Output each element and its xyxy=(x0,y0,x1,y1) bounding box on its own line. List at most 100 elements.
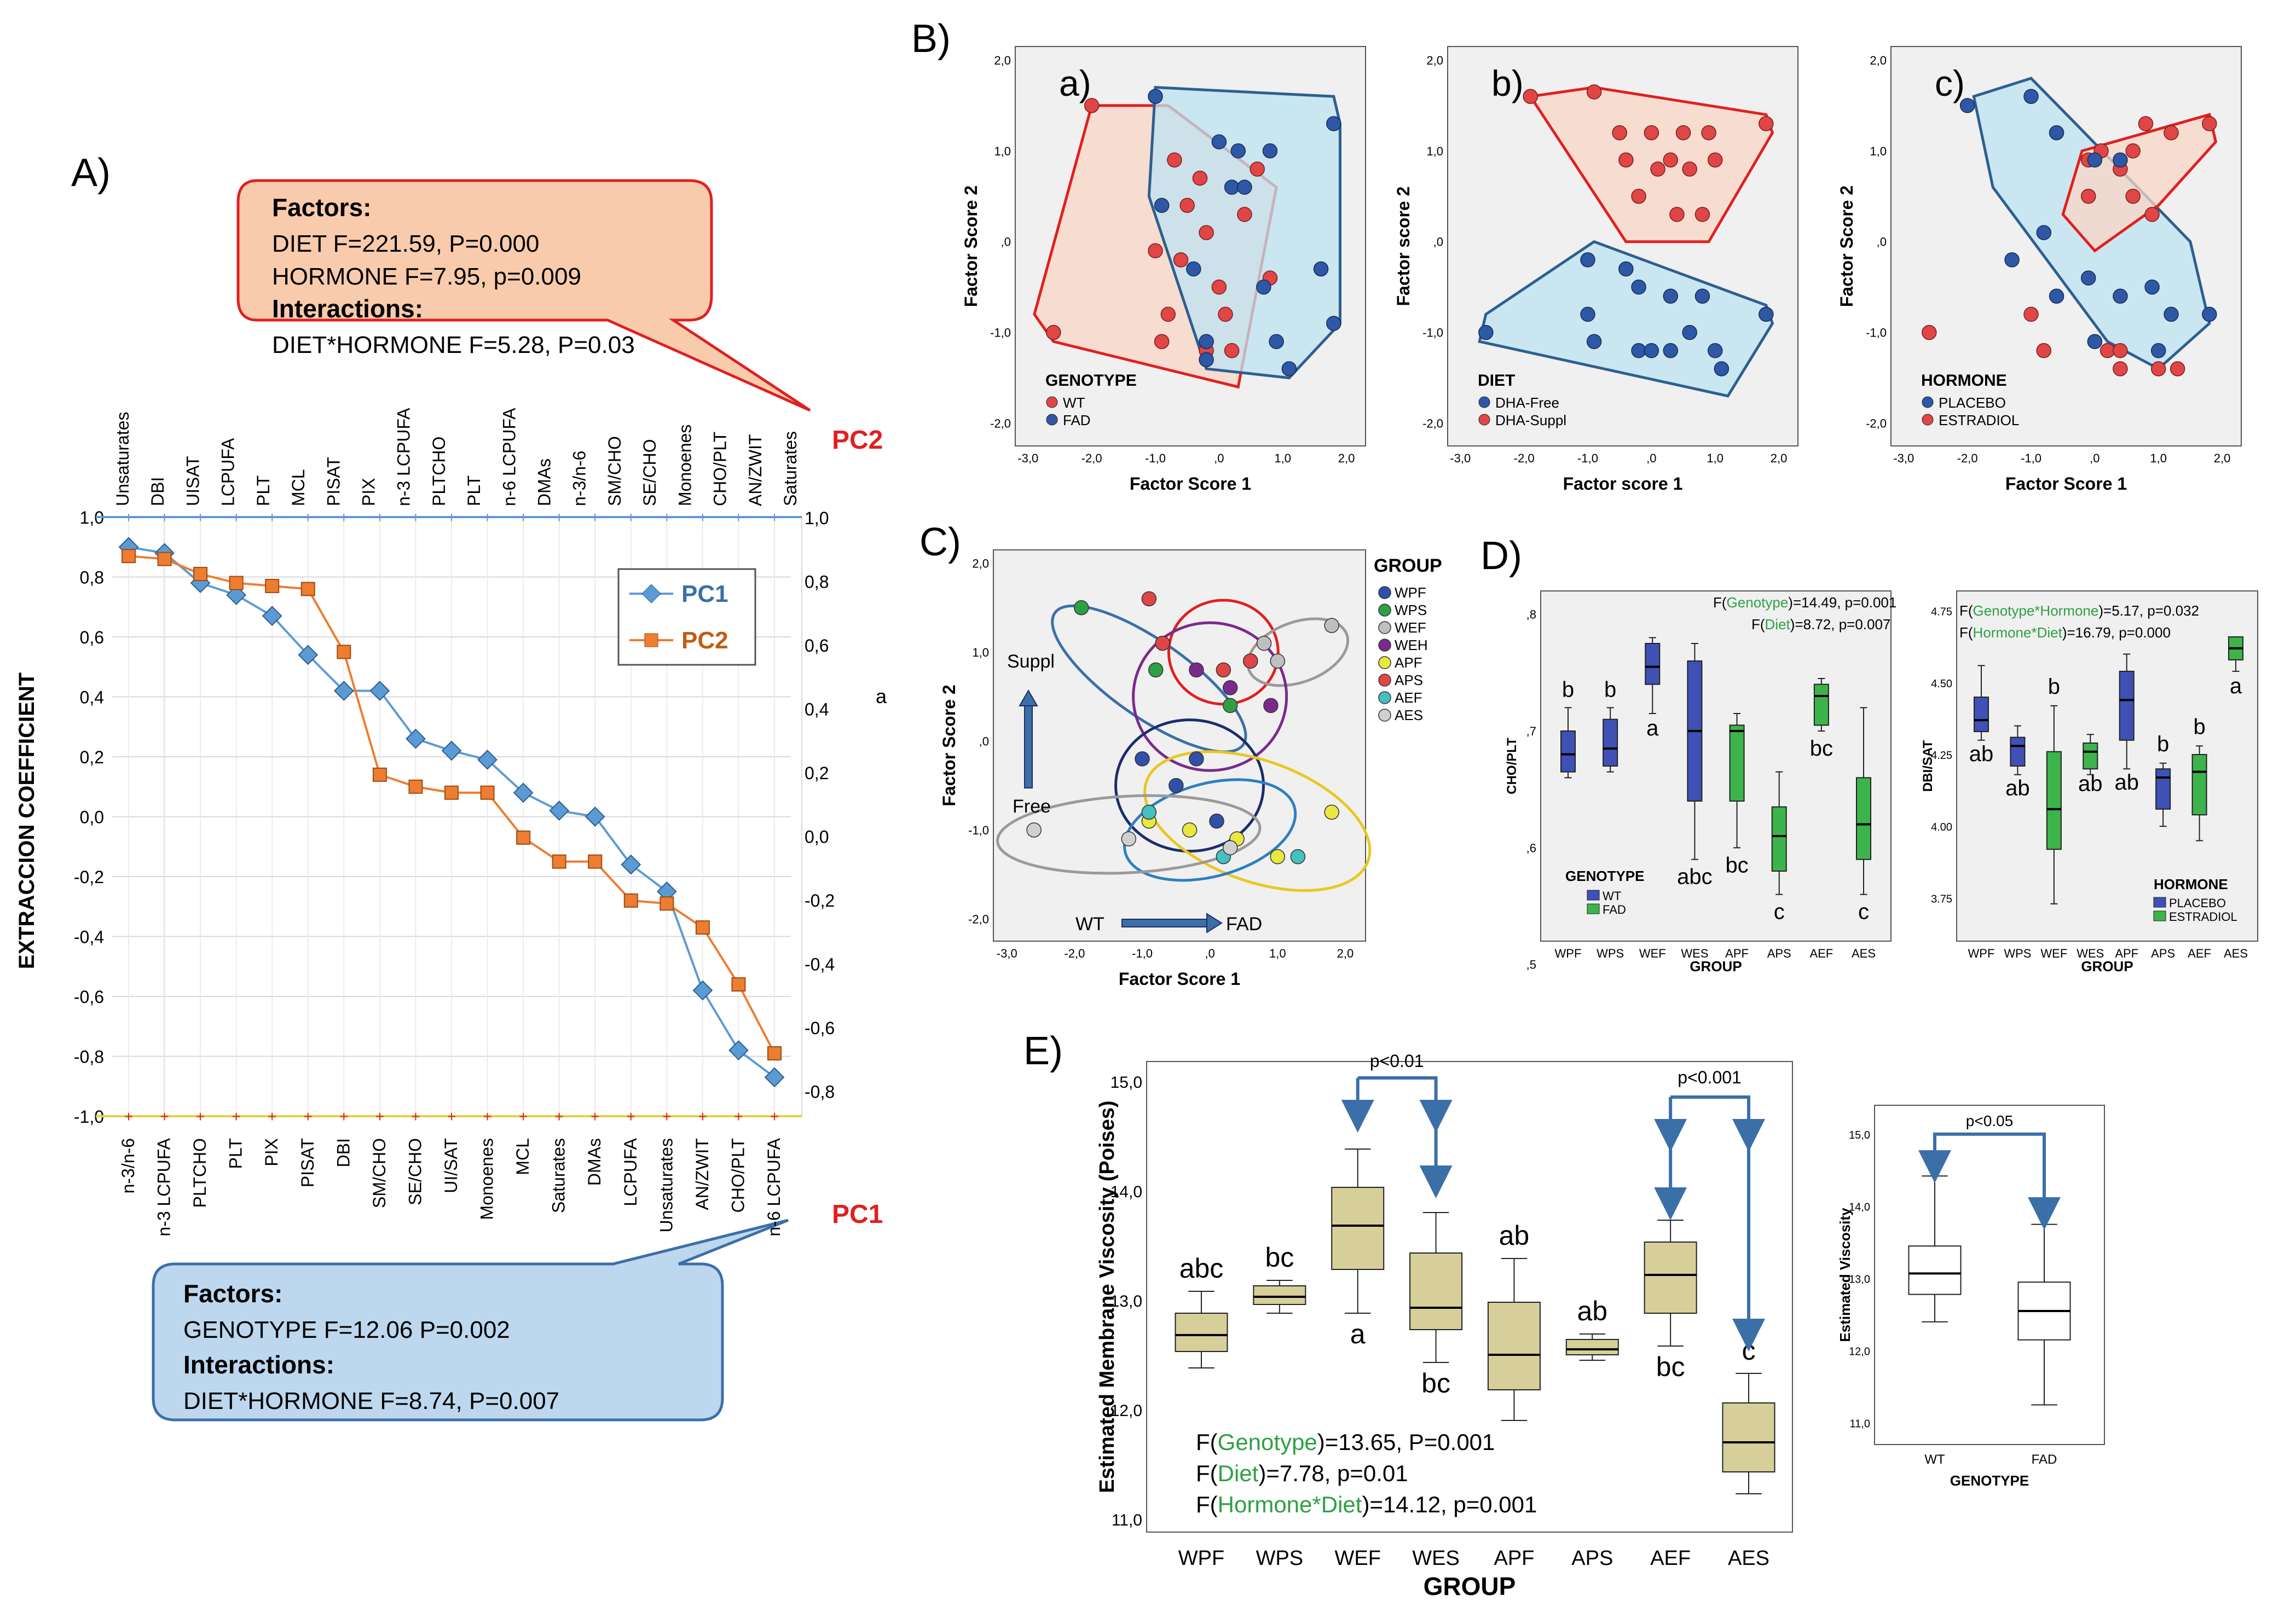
y-tick-label: 2,0 xyxy=(972,556,989,570)
point-red xyxy=(1224,343,1240,358)
point-wps xyxy=(1073,600,1089,616)
sig-label-1: p<0.01 xyxy=(1370,1051,1424,1071)
point-apf xyxy=(1324,804,1339,820)
legend-item: FAD xyxy=(1603,903,1626,917)
y-tick-label: 14,0 xyxy=(1849,1202,1870,1214)
x-category-top: DBI xyxy=(148,477,167,506)
x-tick-label: 1,0 xyxy=(1707,451,1723,465)
significance-letter: bc xyxy=(1656,1352,1685,1382)
legend-title: HORMONE xyxy=(1921,372,2007,390)
point-blue xyxy=(1281,361,1297,376)
x-category-label: APF xyxy=(2115,947,2138,960)
box-wpf xyxy=(1175,1313,1228,1352)
box-wpf xyxy=(1974,697,1989,733)
point-aes xyxy=(1026,822,1042,838)
top-axis-marker: + xyxy=(375,509,384,526)
point-blue xyxy=(1186,261,1201,277)
stats-segment: )=5.17, p=0.032 xyxy=(2098,602,2199,619)
y-axis-label: Estimated Viscosity xyxy=(1837,1208,1853,1342)
point-blue xyxy=(1663,343,1679,358)
x-tick-label: -3,0 xyxy=(1893,451,1914,465)
point-blue xyxy=(2144,279,2160,295)
top-axis-marker: + xyxy=(698,509,707,526)
annot-free: Free xyxy=(1013,796,1051,817)
legend-item: WT xyxy=(1063,395,1085,411)
y-tick-label: -1,0 xyxy=(1422,326,1443,340)
stats-segment: Genotype xyxy=(1218,1429,1317,1455)
point-blue xyxy=(2080,270,2096,286)
significance-letter: c xyxy=(1774,900,1785,924)
x-axis-label: GROUP xyxy=(2081,958,2133,975)
y-tick-label: ,6 xyxy=(1526,841,1536,855)
point-blue xyxy=(1154,198,1170,213)
stats-segment: F( xyxy=(1751,616,1765,633)
legend-title: GROUP xyxy=(1374,555,1442,576)
legend-item: PLACEBO xyxy=(2169,896,2226,910)
x-category-label: AEF xyxy=(2188,947,2211,960)
x-category-label: WEF xyxy=(1639,947,1666,960)
point-aes xyxy=(1222,840,1238,856)
panel-d-plots: WPF WPS WEF WES APF APS AEF AES ,8 ,7 ,6 ,5 GROUP CHO… xyxy=(1505,590,2258,975)
x-category-label: WPF xyxy=(1555,947,1582,960)
legend-marker xyxy=(1478,396,1490,408)
x-tick-label: -3,0 xyxy=(1017,451,1038,465)
significance-letter: bc xyxy=(1421,1368,1450,1399)
sig-label-2: p<0.001 xyxy=(1678,1068,1742,1087)
point-red xyxy=(2125,189,2141,204)
x-category-bottom: n-3/n-6 xyxy=(118,1138,138,1193)
y-tick-label: -1,0 xyxy=(990,326,1011,340)
box-wps xyxy=(1253,1285,1306,1305)
point-wpf xyxy=(1169,778,1184,793)
legend-title: GENOTYPE xyxy=(1045,372,1137,390)
pc1-point xyxy=(692,980,713,1001)
x-category-label: AES xyxy=(1728,1547,1769,1570)
significance-letter: abc xyxy=(1179,1253,1224,1284)
x-category-label: AES xyxy=(1852,947,1876,960)
pc1-point xyxy=(333,681,354,701)
panel-label-d: D) xyxy=(1480,534,1522,578)
y-axis-label: CHO/PLT xyxy=(1505,738,1519,794)
x-category-bottom: SE/CHO xyxy=(405,1138,425,1205)
point-blue xyxy=(2036,225,2052,240)
point-blue xyxy=(2150,343,2166,358)
stats-segment: F( xyxy=(1959,602,1973,619)
point-red xyxy=(1707,152,1723,168)
box-wps xyxy=(2010,736,2026,767)
point-aps xyxy=(1243,653,1258,669)
point-red xyxy=(1631,189,1646,204)
x-category-label: APS xyxy=(1571,1547,1613,1570)
point-blue xyxy=(1313,261,1329,277)
legend-marker-aes xyxy=(1378,709,1391,722)
point-red xyxy=(1669,207,1685,222)
point-red xyxy=(1199,225,1214,240)
box-wef xyxy=(1331,1187,1385,1270)
x-category-bottom: PISAT xyxy=(298,1138,317,1187)
legend-marker-wef xyxy=(1378,621,1391,634)
ellipse-wpf xyxy=(1114,718,1265,853)
significance-letter: b xyxy=(1562,677,1574,701)
x-category-top: PLT xyxy=(253,475,273,506)
box-frame xyxy=(1956,590,2258,942)
x-category-top: Unsaturates xyxy=(113,411,132,506)
box-aes xyxy=(1722,1402,1775,1472)
legend-marker-wt xyxy=(1587,890,1600,901)
top-axis-marker: + xyxy=(411,509,420,526)
point-red xyxy=(2202,116,2217,131)
y-tick-label: 1,0 xyxy=(994,144,1011,158)
legend-marker-wps xyxy=(1378,604,1391,617)
pc2-point xyxy=(444,785,459,800)
y-tick-label: 1,0 xyxy=(972,646,989,659)
x-category-top: LCPUFA xyxy=(218,438,238,506)
point-red xyxy=(1148,243,1163,259)
point-weh xyxy=(1222,680,1238,695)
callout-pc2-line2: HORMONE F=7.95, p=0.009 xyxy=(272,263,581,290)
x-tick-label: 2,0 xyxy=(1337,947,1354,960)
legend-item: ESTRADIOL xyxy=(1939,412,2019,428)
bottom-axis-marker: + xyxy=(483,1108,491,1125)
point-blue xyxy=(1618,261,1634,277)
sig-aef-aes-bracket xyxy=(1670,1095,1765,1152)
stats-segment: Hormone*Diet xyxy=(1973,624,2063,641)
bottom-axis-marker: + xyxy=(160,1108,169,1125)
box-frame xyxy=(1540,590,1892,942)
significance-letter: bc xyxy=(1810,736,1833,761)
